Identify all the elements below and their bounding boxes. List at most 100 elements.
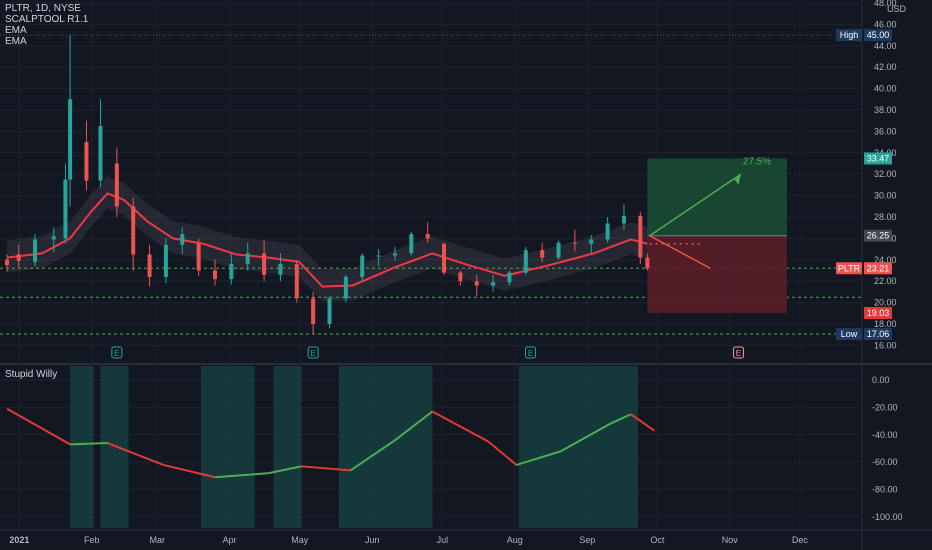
candle [245,242,250,271]
osc-signal-segment [516,450,562,466]
candle [5,254,10,272]
candle [343,274,348,303]
price-tag-value: 23.21 [867,263,890,273]
time-label: Nov [722,535,739,545]
candle-body [392,253,397,256]
currency-label: USD [887,4,907,14]
earnings-marker: E [736,349,741,358]
candle-body [163,244,168,277]
time-label: May [291,535,309,545]
osc-highlight-zone [273,366,302,528]
price-tick: 48.00 [874,0,897,8]
time-label: 2021 [9,535,29,545]
candle [327,296,332,329]
price-tick: 18.00 [874,319,897,329]
candle-body [114,163,119,207]
candle-body [409,234,414,254]
candle-body [474,281,479,286]
candle-body [131,206,136,255]
candle [572,229,577,252]
earnings-marker: E [310,349,315,358]
osc-signal-segment [107,442,164,466]
osc-signal-segment [6,407,71,446]
time-label: Feb [84,535,100,545]
candle-body [229,264,234,280]
time-label: Oct [650,535,665,545]
price-tick: 22.00 [874,276,897,286]
earnings-marker-box [111,346,123,359]
candle [556,240,561,260]
price-tag-label: High [840,30,859,40]
target-percent-label: 27.5% [743,157,771,168]
price-tag-value: 17.06 [867,329,890,339]
candle-body [327,298,332,324]
candle [523,246,528,275]
candle [589,235,594,254]
price-tick: 44.00 [874,41,897,51]
osc-signal-segment [70,442,108,446]
long-zone [647,158,787,236]
osc-highlight-zone [518,366,638,528]
osc-highlight-zone [200,366,255,528]
earnings-marker: E [528,349,533,358]
candle-body [33,239,38,262]
candle-body [262,253,267,275]
oscillator-title[interactable]: Stupid Willy [5,369,58,380]
price-tag-label-bg [836,262,862,275]
osc-tick: -80.00 [872,485,898,495]
price-tick: 20.00 [874,298,897,308]
candle [84,120,89,191]
osc-tick: -40.00 [872,430,898,440]
osc-signal-segment [609,413,632,425]
price-tag-bg [864,29,892,42]
candle [33,234,38,267]
candle-body [425,234,430,239]
candle [376,249,381,267]
price-tag-value: 19.03 [867,308,890,318]
target-arrow [649,173,742,237]
candle-body [376,255,381,257]
symbol-legend[interactable]: PLTR, 1D, NYSE SCALPTOOL R1.1 EMA EMA [5,3,88,47]
candle-body [63,179,68,239]
candle-body [84,142,89,181]
earnings-marker-box [307,346,319,359]
price-tick: 32.00 [874,169,897,179]
candle-body [442,243,447,273]
osc-signal-segment [487,440,518,466]
indicator-scalptool[interactable]: SCALPTOOL R1.1 [5,14,89,25]
candle-body [5,259,10,266]
candle [474,274,479,297]
candle-body [51,236,56,240]
candle [442,242,447,275]
candle-body [458,272,463,282]
candle-body [16,254,21,261]
candle-body [605,223,610,240]
candle-body [621,215,626,224]
candle [163,238,168,284]
price-tick: 36.00 [874,126,897,136]
osc-signal-segment [301,465,351,472]
candle [645,253,650,271]
candle [638,211,643,265]
osc-highlight-zone [100,366,129,528]
osc-signal-segment [163,463,216,479]
indicator-ema-2[interactable]: EMA [5,36,27,47]
candle-body [68,99,73,180]
price-tick: 30.00 [874,191,897,201]
osc-signal-segment [268,465,302,475]
candle [98,99,103,188]
price-tick: 16.00 [874,340,897,350]
indicator-ema-1[interactable]: EMA [5,25,27,36]
candle [180,227,185,255]
candle [425,222,430,243]
candle [392,246,397,261]
candle-body [311,298,316,324]
candle-body [98,126,103,181]
price-tick: 24.00 [874,255,897,265]
price-tag-label-bg [836,328,862,341]
candle-body [507,272,512,283]
oscillator-legend[interactable]: Stupid Willy [5,369,57,380]
price-tick: 40.00 [874,84,897,94]
osc-signal-segment [560,422,611,453]
candle [621,204,626,230]
